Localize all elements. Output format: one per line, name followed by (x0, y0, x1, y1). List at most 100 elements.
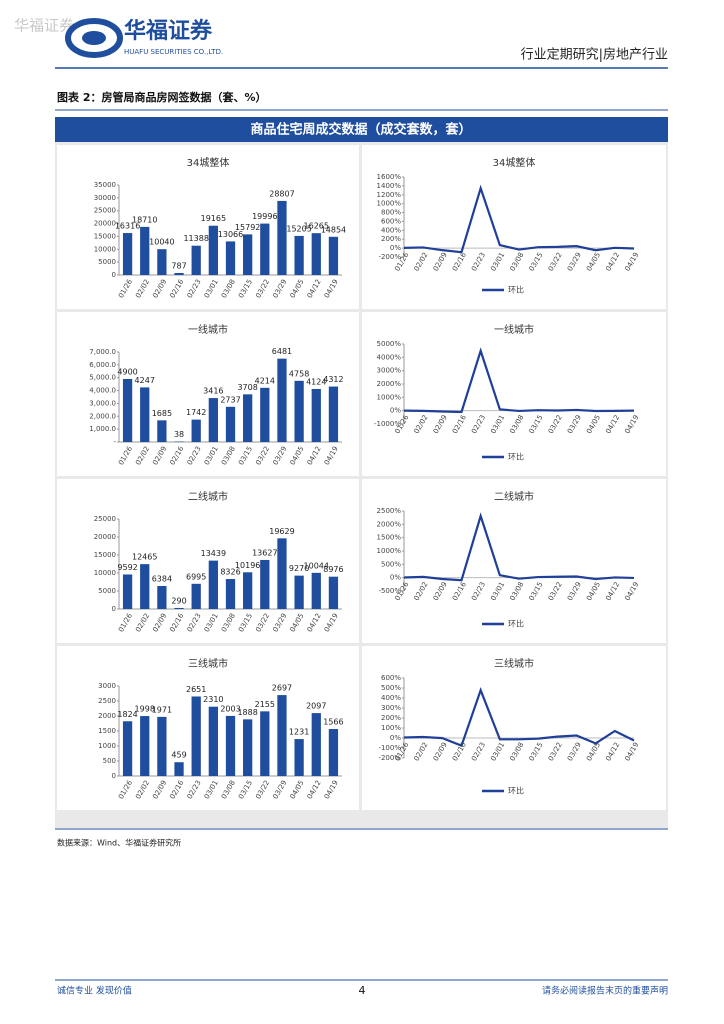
bar (243, 394, 253, 442)
bar (191, 245, 201, 275)
y-tick-label: 10000 (94, 569, 116, 577)
y-tick-label: 600% (381, 217, 401, 225)
y-tick-label: 5,000.0 (89, 374, 116, 382)
y-tick-label: 3,000.0 (89, 399, 116, 407)
bar (243, 234, 253, 275)
y-tick-label: 600% (381, 674, 401, 682)
bar (311, 572, 321, 609)
y-tick-label: 25000 (94, 207, 116, 215)
y-tick-label: 0% (390, 574, 401, 582)
panel-title-bar (55, 117, 668, 142)
bar (260, 387, 270, 442)
bar (157, 249, 167, 275)
y-tick-label: 2000% (377, 380, 402, 388)
y-tick-label: 10000 (94, 245, 116, 253)
y-tick-label: 2000 (98, 712, 116, 720)
bar-value-label: 15792 (235, 223, 260, 232)
y-tick-label: 25000 (94, 515, 116, 523)
chart-box (57, 145, 359, 309)
logo-icon-core (82, 31, 106, 45)
logo-name: 华福证券 (124, 18, 213, 44)
bar-value-label: 1888 (237, 708, 257, 717)
bar (311, 388, 321, 442)
bar-value-label: 1742 (186, 408, 206, 417)
bar (294, 739, 304, 776)
y-tick-label: 500 (103, 757, 116, 765)
bar (208, 398, 218, 442)
panel-title: 商品住宅周成交数据（成交套数，套） (250, 122, 471, 138)
bar (277, 200, 287, 275)
y-tick-label: 1000% (377, 200, 402, 208)
y-tick-label: 4,000.0 (89, 387, 116, 395)
bar (260, 223, 270, 275)
y-tick-label: 5000 (98, 587, 116, 595)
footer-left: 诚信专业 发现价值 (57, 985, 132, 997)
bar-value-label: 19996 (252, 212, 277, 221)
bar (225, 241, 236, 275)
y-tick-label: 0 (112, 605, 116, 613)
chart-box (57, 646, 359, 810)
bar-value-label: 459 (171, 751, 186, 760)
bar (174, 607, 184, 609)
y-tick-label: 0 (112, 772, 116, 780)
y-tick-label: 1400% (377, 182, 402, 190)
bar (122, 574, 133, 609)
bar-value-label: 38 (174, 430, 184, 439)
y-tick-label: 30000 (94, 194, 116, 202)
bar (277, 358, 287, 442)
bar-value-label: 9592 (117, 563, 137, 572)
bar-value-label: 4758 (289, 369, 309, 378)
y-tick-label: 2000% (377, 520, 402, 528)
y-tick-label: 15000 (94, 232, 116, 240)
bar-value-label: 2697 (272, 684, 292, 693)
chart-box (57, 312, 359, 476)
bar-value-label: 19165 (201, 214, 226, 223)
y-tick-label: 200% (381, 235, 401, 243)
y-tick-label: 3000 (98, 682, 116, 690)
y-tick-label: 1000 (98, 742, 116, 750)
line-series (403, 184, 635, 254)
bar-value-label: 2651 (186, 685, 206, 694)
bar (157, 716, 167, 776)
bar (208, 225, 218, 275)
bar (191, 419, 201, 442)
y-tick-label: 4000% (377, 353, 402, 361)
y-tick-label: 5000 (98, 258, 116, 266)
y-tick-label: -100% (378, 744, 401, 752)
bar-value-label: 2737 (220, 395, 240, 404)
bar-value-label: 2097 (306, 702, 326, 711)
bar (140, 387, 150, 442)
y-tick-label: 500% (381, 684, 401, 692)
y-tick-label: 6,000.0 (89, 361, 116, 369)
y-tick-label: 0% (390, 734, 401, 742)
bar (122, 233, 133, 275)
bar (277, 538, 287, 609)
bar (311, 233, 321, 275)
bar-value-label: 6995 (186, 572, 206, 581)
bar-value-label: 28807 (269, 189, 294, 198)
bar (225, 715, 236, 776)
bar-value-label: 2155 (255, 700, 275, 709)
chart-title: 34城整体 (493, 156, 536, 169)
bar-value-label: 15205 (286, 224, 311, 233)
bar-value-label: 13627 (252, 548, 277, 557)
bar-value-label: 1998 (135, 705, 155, 714)
bar-value-label: 18710 (132, 215, 157, 224)
y-tick-label: 1200% (377, 191, 402, 199)
bar (225, 406, 236, 442)
logo-en: HUAFU SECURITIES CO.,LTD. (124, 48, 223, 56)
bar (174, 272, 184, 275)
bar (225, 579, 236, 609)
bar (191, 583, 201, 609)
y-tick-label: -200% (378, 754, 401, 762)
footer-right: 请务必阅读报告末页的重要声明 (542, 985, 668, 997)
y-tick-label: 1500 (98, 727, 116, 735)
bar-value-label: 6481 (272, 347, 292, 356)
chart-title: 34城整体 (187, 156, 230, 169)
bar (243, 572, 253, 609)
bar (277, 695, 287, 776)
page-number: 4 (359, 984, 366, 997)
y-tick-label: 35000 (94, 181, 116, 189)
y-tick-label: 1500% (377, 534, 402, 542)
